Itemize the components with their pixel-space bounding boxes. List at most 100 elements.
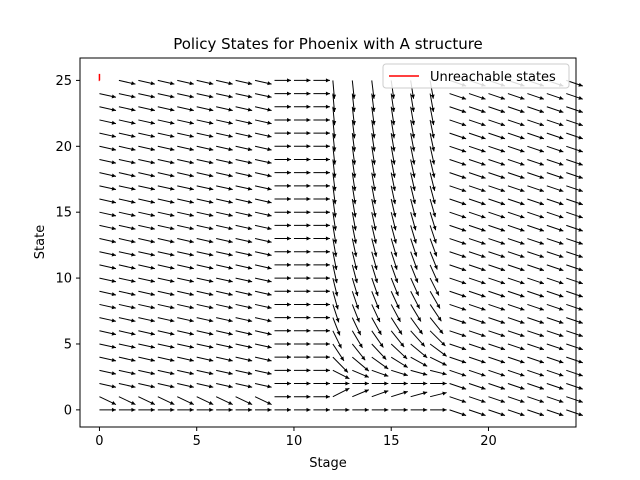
quiver-arrow	[527, 369, 545, 377]
quiver-arrow	[527, 303, 545, 311]
quiver-arrow	[177, 106, 194, 112]
quiver-arrow	[390, 317, 403, 335]
quiver-arrow	[196, 132, 214, 138]
quiver-arrow	[390, 119, 396, 139]
quiver-arrow	[566, 198, 583, 206]
quiver-arrow	[254, 158, 272, 165]
quiver-arrow	[410, 330, 426, 347]
quiver-arrow	[99, 264, 117, 270]
quiver-arrow	[157, 290, 175, 297]
quiver-arrow	[546, 330, 564, 338]
quiver-arrow	[157, 93, 175, 99]
quiver-arrow	[449, 172, 467, 179]
quiver-arrow	[313, 183, 330, 188]
quiver-arrow	[99, 145, 117, 152]
quiver-arrow	[488, 224, 506, 232]
quiver-arrow	[488, 383, 506, 390]
quiver-arrow	[546, 224, 564, 232]
quiver-arrow	[371, 172, 377, 192]
quiver-arrow	[138, 396, 156, 405]
quiver-arrow	[313, 381, 330, 386]
quiver-arrow	[313, 210, 330, 215]
y-axis: 0 5 10 15 20 25	[55, 74, 80, 418]
quiver-arrow	[274, 210, 292, 215]
quiver-arrow	[410, 159, 416, 178]
quiver-arrow	[177, 290, 194, 297]
quiver-arrow	[254, 277, 272, 283]
quiver-arrow	[390, 264, 399, 284]
quiver-arrow	[332, 369, 350, 380]
quiver-arrow	[546, 172, 564, 179]
quiver-arrow	[488, 303, 506, 311]
quiver-arrow	[488, 145, 506, 153]
quiver-arrow	[410, 381, 428, 386]
quiver-arrow	[216, 158, 233, 165]
quiver-arrow	[138, 303, 155, 310]
quiver-arrow	[313, 394, 330, 399]
quiver-arrow	[254, 251, 272, 257]
quiver-arrow	[546, 343, 564, 351]
quiver-arrow	[488, 238, 506, 245]
quiver-arrow	[274, 394, 292, 399]
quiver-arrow	[390, 291, 400, 310]
quiver-arrow	[118, 224, 136, 231]
quiver-arrow	[352, 389, 370, 398]
quiver-arrow	[429, 198, 437, 218]
quiver-arrow	[507, 396, 525, 403]
chart-title: Policy States for Phoenix with A structu…	[173, 35, 483, 53]
quiver-arrow	[546, 277, 564, 285]
quiver-arrow	[177, 145, 194, 152]
quiver-arrow	[157, 145, 175, 152]
quiver-arrow	[293, 104, 311, 109]
quiver-arrow	[118, 396, 136, 405]
quiver-arrow	[118, 369, 136, 376]
quiver-arrow	[468, 106, 486, 113]
quiver-arrow	[332, 106, 337, 126]
quiver-arrow	[274, 104, 292, 109]
quiver-arrow	[468, 409, 486, 417]
quiver-arrow	[429, 185, 436, 205]
quiver-arrow	[235, 369, 253, 376]
quiver-arrow	[566, 106, 583, 113]
quiver-arrow	[157, 224, 175, 231]
quiver-arrow	[566, 317, 583, 324]
quiver-arrow	[488, 198, 506, 206]
quiver-arrow	[157, 238, 175, 244]
quiver-arrow	[216, 211, 233, 217]
quiver-arrow	[235, 407, 253, 412]
quiver-arrow	[157, 185, 175, 191]
quiver-arrow	[118, 303, 136, 310]
y-axis-label: State	[33, 225, 48, 259]
y-tick-label: 5	[64, 337, 72, 352]
quiver-arrow	[410, 356, 428, 367]
x-axis-label: Stage	[309, 456, 347, 471]
quiver-arrow	[313, 197, 330, 202]
quiver-arrow	[99, 224, 117, 231]
quiver-arrow	[449, 317, 467, 324]
quiver-arrow	[390, 106, 396, 126]
quiver-arrow	[410, 291, 421, 309]
quiver-arrow	[138, 251, 155, 257]
quiver-arrow	[527, 290, 545, 298]
quiver-arrow	[254, 172, 272, 178]
quiver-arrow	[216, 198, 233, 204]
quiver-arrow	[99, 119, 117, 125]
quiver-arrow	[99, 317, 117, 323]
quiver-arrow	[351, 317, 362, 336]
quiver-arrow	[449, 343, 467, 351]
quiver-arrow	[507, 159, 525, 166]
quiver-arrow	[566, 277, 583, 285]
quiver-arrow	[351, 159, 357, 178]
quiver-arrow	[157, 132, 175, 138]
quiver-arrow	[566, 303, 583, 311]
quiver-arrow	[118, 290, 136, 297]
quiver-arrow	[293, 170, 311, 175]
quiver-arrow	[313, 131, 330, 136]
quiver-arrow	[99, 132, 117, 138]
quiver-arrow	[527, 409, 545, 417]
quiver-arrow	[157, 172, 175, 178]
quiver-arrow	[566, 132, 583, 140]
quiver-arrow	[410, 119, 416, 139]
quiver-arrow	[507, 343, 525, 351]
